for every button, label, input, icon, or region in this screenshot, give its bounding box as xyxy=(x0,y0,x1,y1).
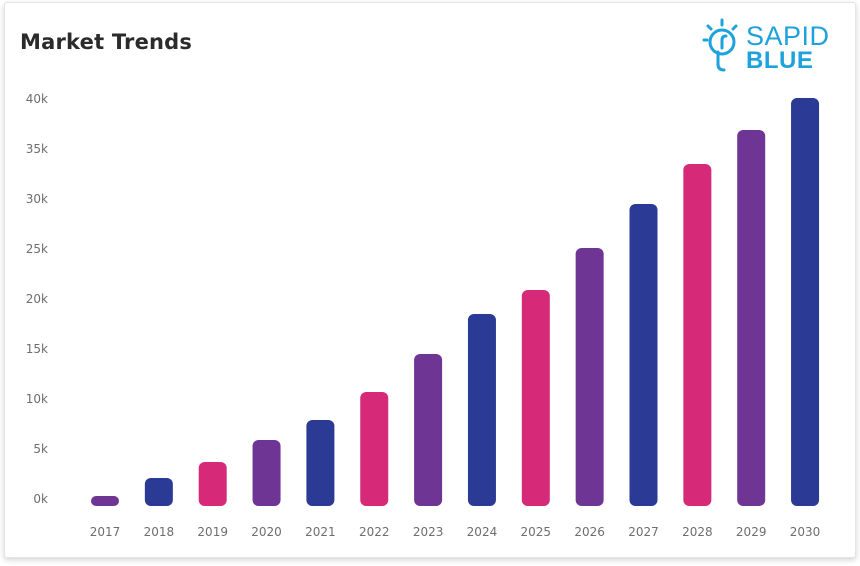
x-tick-label: 2026 xyxy=(574,525,605,539)
bar-2030 xyxy=(791,98,820,506)
x-tick-label: 2021 xyxy=(305,525,336,539)
company-logo: SAPID BLUE xyxy=(702,18,832,76)
bar-2028 xyxy=(683,164,712,506)
bar-2017 xyxy=(91,496,119,506)
x-tick-label: 2018 xyxy=(144,525,175,539)
x-tick-label: 2019 xyxy=(197,525,228,539)
x-tick-label: 2022 xyxy=(359,525,390,539)
bar-2019 xyxy=(198,462,227,506)
x-tick-label: 2030 xyxy=(790,525,821,539)
bar-2023 xyxy=(414,354,443,506)
y-tick-label: 10k xyxy=(26,392,48,406)
y-tick-label: 5k xyxy=(33,442,48,456)
x-tick-label: 2028 xyxy=(682,525,713,539)
y-tick-label: 40k xyxy=(26,92,48,106)
bars xyxy=(91,98,820,506)
bar-2024 xyxy=(467,314,496,506)
y-tick-label: 30k xyxy=(26,192,48,206)
lightbulb-icon xyxy=(702,18,738,72)
y-axis: 0k 5k 10k 15k 20k 25k 30k 35k 40k xyxy=(26,92,48,506)
y-tick-label: 20k xyxy=(26,292,48,306)
x-tick-label: 2029 xyxy=(736,525,767,539)
x-tick-label: 2024 xyxy=(467,525,498,539)
y-tick-label: 35k xyxy=(26,142,48,156)
page-title: Market Trends xyxy=(20,30,193,54)
bar-2021 xyxy=(306,420,335,506)
y-tick-label: 25k xyxy=(26,242,48,256)
x-tick-label: 2027 xyxy=(628,525,659,539)
logo-text-bottom: BLUE xyxy=(746,47,814,74)
logo-text-top: SAPID xyxy=(746,21,830,51)
bar-2029 xyxy=(737,130,766,506)
bar-2026 xyxy=(575,248,604,506)
y-tick-label: 0k xyxy=(33,492,48,506)
x-tick-label: 2020 xyxy=(251,525,282,539)
bar-2027 xyxy=(629,204,658,506)
bar-2025 xyxy=(521,290,550,506)
bar-2018 xyxy=(144,478,173,506)
y-tick-label: 15k xyxy=(26,342,48,356)
bar-2020 xyxy=(252,440,281,506)
bar-2022 xyxy=(360,392,389,506)
x-axis: 2017 2018 2019 2020 2021 2022 2023 2024 2025 2026… xyxy=(90,525,821,539)
x-tick-label: 2023 xyxy=(413,525,444,539)
x-tick-label: 2025 xyxy=(521,525,552,539)
x-tick-label: 2017 xyxy=(90,525,121,539)
